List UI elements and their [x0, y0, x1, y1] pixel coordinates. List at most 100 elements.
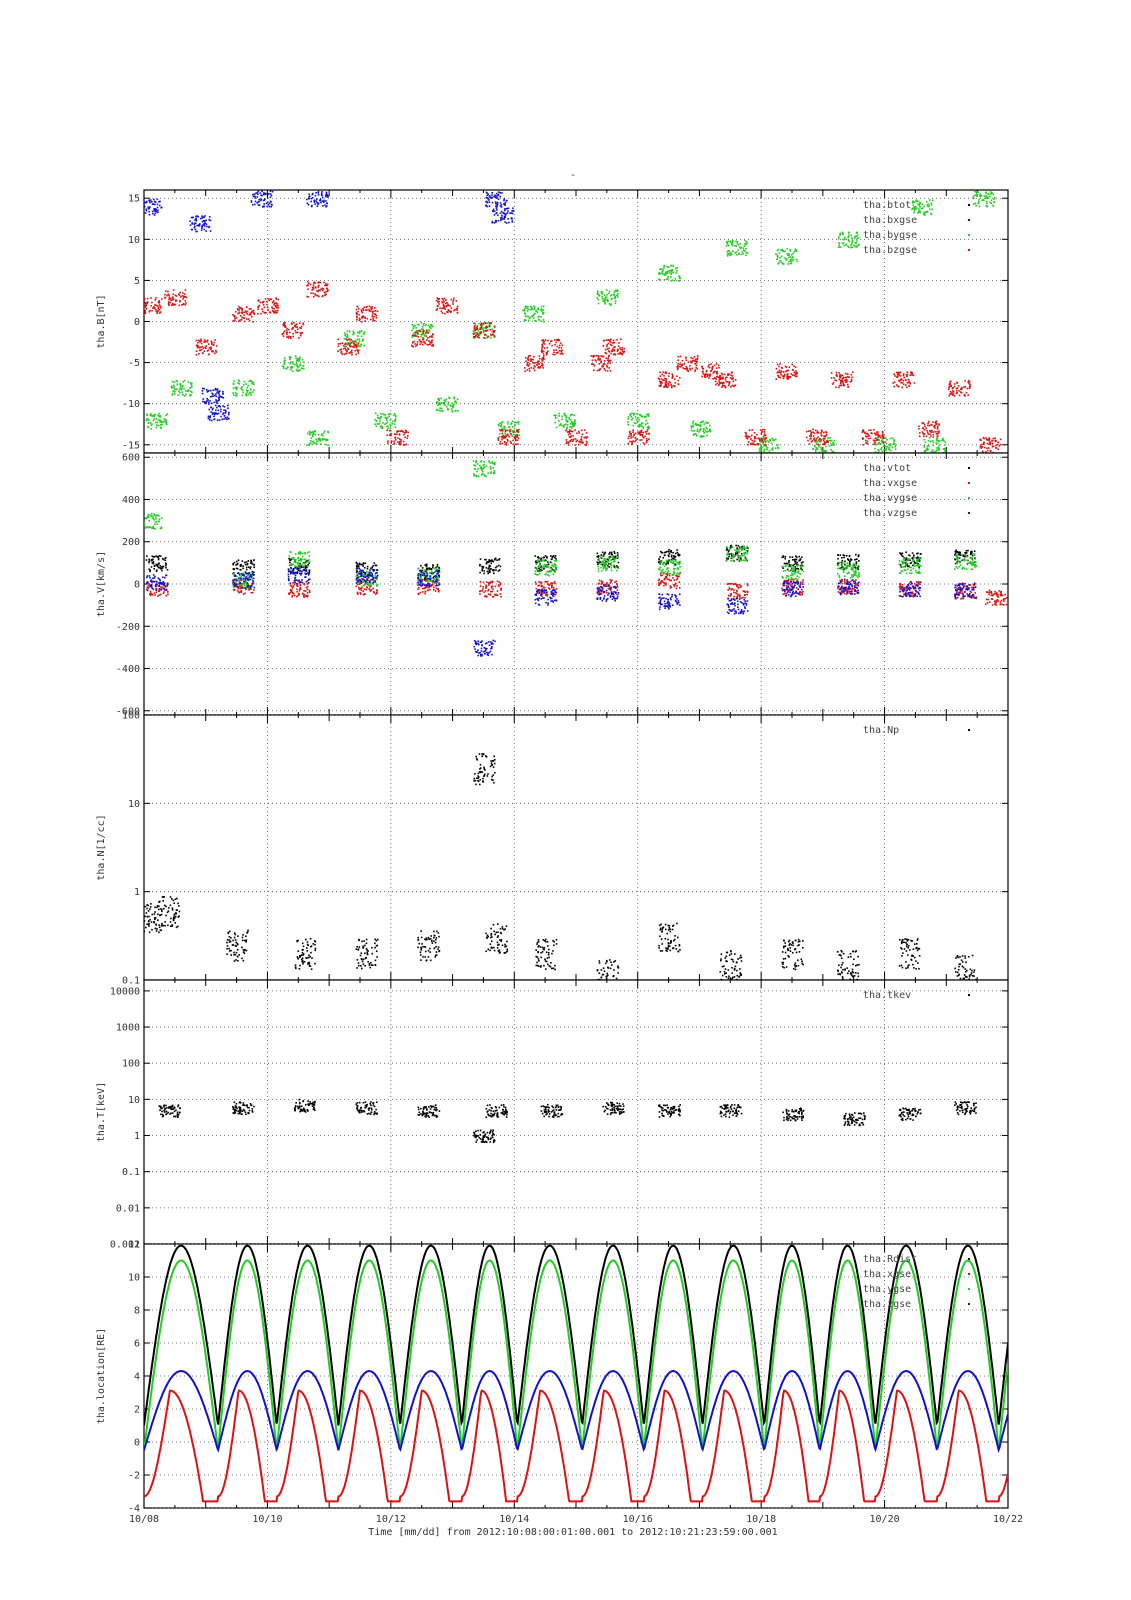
data-point: [141, 311, 143, 313]
data-point: [674, 552, 677, 555]
data-point: [722, 384, 725, 387]
data-point: [761, 438, 763, 440]
data-point: [517, 431, 520, 433]
data-point: [290, 361, 292, 363]
data-point: [597, 563, 599, 566]
data-point: [422, 330, 425, 332]
data-point: [988, 443, 991, 446]
data-point: [157, 558, 160, 561]
data-point: [730, 546, 732, 549]
data-point: [938, 444, 941, 447]
data-point: [451, 410, 454, 412]
data-point: [538, 557, 540, 559]
data-point: [825, 450, 828, 452]
data-point: [363, 573, 366, 576]
data-point: [236, 567, 239, 570]
data-point: [789, 256, 792, 258]
data-point: [246, 313, 249, 315]
data-point: [948, 385, 951, 388]
data-point: [953, 383, 956, 385]
data-point: [494, 557, 497, 560]
data-point: [354, 349, 357, 352]
data-point: [211, 395, 214, 398]
data-point: [918, 559, 921, 561]
data-point: [722, 382, 725, 384]
data-point: [820, 446, 822, 449]
data-point: [479, 332, 482, 335]
data-point: [153, 556, 156, 558]
data-point: [394, 439, 397, 441]
data-point: [780, 373, 782, 376]
y-tick-label: 400: [122, 495, 140, 506]
data-point: [663, 386, 665, 388]
data-point: [196, 215, 199, 217]
data-point: [514, 431, 516, 434]
data-point: [630, 435, 632, 437]
data-point: [376, 414, 379, 417]
data-point: [146, 555, 148, 557]
data-point: [634, 432, 637, 435]
data-point: [147, 206, 150, 208]
data-point: [977, 200, 980, 202]
data-point: [838, 242, 840, 244]
data-point: [663, 379, 665, 382]
data-point: [855, 553, 857, 556]
data-point: [184, 289, 187, 291]
data-point: [308, 193, 311, 196]
data-point: [794, 375, 797, 378]
data-point: [540, 350, 543, 353]
data-point: [662, 371, 665, 373]
data-point: [671, 377, 674, 379]
data-point: [855, 232, 858, 235]
data-point: [306, 295, 309, 298]
data-point: [351, 353, 353, 356]
data-point: [451, 411, 454, 413]
data-point: [432, 566, 434, 569]
data-point: [205, 230, 207, 232]
data-point: [173, 303, 176, 306]
data-point: [711, 368, 714, 370]
data-point: [934, 450, 936, 453]
data-point: [239, 306, 242, 309]
data-point: [787, 375, 790, 378]
data-point: [233, 315, 235, 317]
data-point: [179, 291, 182, 294]
data-point: [842, 377, 845, 379]
data-point: [545, 352, 548, 355]
data-point: [159, 311, 162, 313]
data-point: [153, 418, 155, 420]
data-point: [294, 325, 296, 327]
data-point: [608, 303, 611, 305]
data-point: [349, 352, 351, 354]
data-point: [155, 569, 158, 572]
data-point: [357, 342, 360, 345]
data-point: [791, 363, 794, 366]
data-point: [159, 555, 162, 557]
data-point: [248, 308, 251, 310]
data-point: [478, 333, 481, 336]
data-point: [740, 246, 742, 249]
data-point: [661, 272, 663, 274]
legend-swatch: [968, 249, 970, 251]
data-point: [216, 419, 219, 421]
data-point: [289, 559, 292, 561]
data-point: [499, 202, 502, 204]
data-point: [247, 560, 250, 562]
data-point: [444, 312, 446, 315]
data-point: [775, 253, 777, 255]
data-point: [541, 364, 544, 367]
data-point: [399, 440, 401, 443]
data-point: [838, 378, 841, 381]
data-point: [736, 552, 739, 555]
data-point: [663, 273, 666, 276]
data-point: [545, 559, 547, 562]
data-point: [843, 384, 846, 387]
data-point: [791, 374, 794, 376]
data-point: [351, 340, 354, 342]
data-point: [435, 401, 438, 404]
data-point: [208, 416, 211, 418]
data-point: [696, 368, 699, 370]
data-point: [678, 276, 681, 278]
data-point: [192, 216, 195, 219]
data-point: [250, 308, 252, 310]
